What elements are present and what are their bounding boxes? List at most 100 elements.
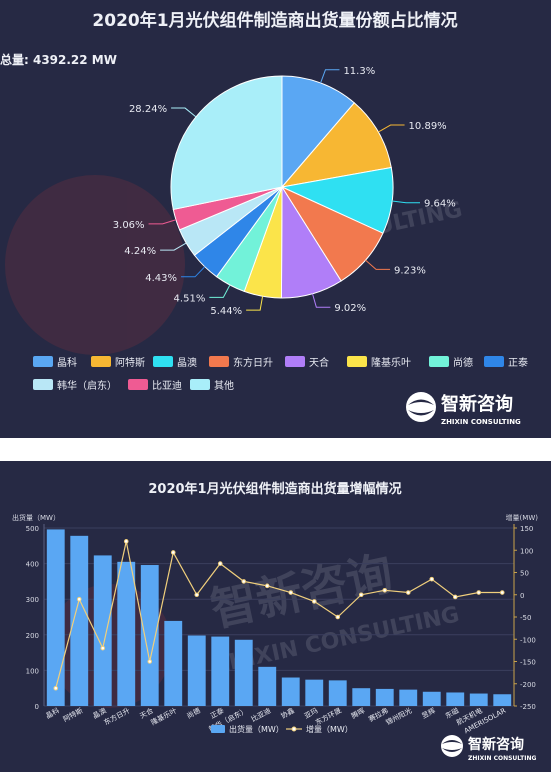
- legend-swatch: [285, 356, 305, 367]
- logo-bottom: 智新咨询 ZHIXIN CONSULTING: [441, 735, 536, 762]
- x-tick-label: 尚德: [185, 706, 202, 721]
- bar: [140, 565, 159, 706]
- pie-slice-label: 9.02%: [334, 303, 366, 314]
- legend-swatch: [190, 379, 210, 390]
- right-tick-label: -200: [520, 681, 536, 689]
- pie-leader-line: [171, 107, 197, 118]
- legend-swatch: [33, 379, 53, 390]
- bar: [493, 694, 512, 706]
- left-tick-label: 0: [35, 703, 39, 711]
- pie-slice-label: 4.51%: [174, 293, 206, 304]
- bar: [117, 561, 136, 706]
- increment-point: [429, 576, 435, 582]
- left-tick-label: 200: [26, 632, 39, 640]
- pie-slice-label: 11.3%: [343, 66, 375, 77]
- logo-sub: ZHIXIN CONSULTING: [441, 418, 521, 426]
- logo-sub-bottom: ZHIXIN CONSULTING: [468, 755, 536, 762]
- pie-leader-line: [312, 293, 331, 308]
- bar: [46, 529, 65, 706]
- pie-slice-label: 4.43%: [145, 273, 177, 284]
- x-tick-label: 昱辉: [421, 707, 437, 721]
- bar: [211, 636, 230, 706]
- legend-label: 阿特斯: [115, 356, 145, 369]
- legend-line-label: 增量（MW）: [306, 724, 353, 734]
- right-tick-label: -100: [520, 636, 536, 644]
- legend-swatch: [429, 356, 449, 367]
- bar-chart-svg: 智新咨询 ZHIXIN CONSULTING 2020年1月光伏组件制造商出货量…: [12, 481, 539, 762]
- bar: [93, 555, 112, 706]
- legend-swatch: [484, 356, 504, 367]
- increment-point: [452, 594, 458, 600]
- pie-leader-line: [209, 284, 231, 298]
- x-tick-label: 东方环晟: [314, 706, 343, 727]
- pie-title: 2020年1月光伏组件制造商出货量份额占比情况: [92, 10, 457, 31]
- right-tick-label: -150: [520, 659, 536, 667]
- bar-legend: 出货量（MW） 增量（MW）: [211, 724, 353, 734]
- right-tick-label: -250: [520, 703, 536, 711]
- pie-leader-line: [365, 259, 391, 270]
- bar: [375, 688, 394, 706]
- increment-point: [405, 590, 411, 595]
- left-axis-label: 出货量（MW）: [12, 513, 60, 522]
- increment-point: [382, 588, 388, 593]
- increment-point: [476, 590, 482, 595]
- pie-labels: 11.3% 10.89% 9.64% 9.23% 9.02% 5.44% 4.51% 4.43…: [113, 66, 456, 317]
- logo-brand: 智新咨询: [441, 393, 513, 415]
- x-tick-label: 晶科: [44, 706, 61, 721]
- pie-slices: [170, 75, 394, 299]
- legend-swatch: [209, 356, 229, 367]
- legend-label: 正泰: [508, 356, 528, 369]
- pie-slice-label: 28.24%: [129, 104, 167, 115]
- legend-bar-swatch: [211, 725, 225, 733]
- watermark-red-disc: [5, 175, 185, 355]
- logo: 智新咨询 ZHIXIN CONSULTING: [406, 392, 521, 426]
- legend-label: 晶科: [57, 356, 77, 369]
- logo-icon-bottom: [441, 735, 463, 757]
- x-tick-label: 锦州阳光: [384, 706, 413, 727]
- pie-leader-line: [181, 266, 206, 278]
- bar: [281, 677, 300, 706]
- right-tick-label: 50: [520, 570, 529, 578]
- increment-point: [123, 539, 129, 544]
- increment-point: [241, 579, 247, 584]
- pie-total-label: 总量: 4392.22 MW: [0, 52, 117, 67]
- left-tick-label: 300: [26, 596, 39, 604]
- legend-label: 东方日升: [233, 356, 273, 369]
- legend-label: 天合: [309, 356, 329, 369]
- increment-point: [147, 659, 153, 664]
- pie-slice-label: 3.06%: [113, 220, 145, 231]
- legend-label: 比亚迪: [152, 380, 182, 392]
- legend-bar-label: 出货量（MW）: [229, 724, 284, 734]
- bar: [422, 691, 441, 706]
- increment-point: [288, 590, 294, 595]
- bar: [70, 535, 89, 706]
- pie-slice: [170, 75, 283, 211]
- bar-title: 2020年1月光伏组件制造商出货量增幅情况: [148, 481, 401, 497]
- pie-slice-label: 9.23%: [394, 265, 426, 276]
- right-axis-label: 增量(MW): [506, 513, 539, 522]
- bar-chart-panel: 智新咨询 ZHIXIN CONSULTING 2020年1月光伏组件制造商出货量…: [0, 461, 551, 772]
- x-tick-label: 阿特斯: [61, 706, 84, 724]
- legend-swatch: [33, 356, 53, 367]
- bar: [305, 679, 324, 706]
- legend-label: 其他: [214, 379, 234, 392]
- pie-slice: [281, 75, 356, 189]
- x-tick-label: 比亚迪: [249, 706, 272, 724]
- pie-leaders: [148, 69, 421, 311]
- left-tick-label: 500: [26, 525, 39, 533]
- pie-leader-line: [148, 219, 177, 225]
- legend-label: 隆基乐叶: [371, 356, 411, 369]
- right-tick-label: 0: [520, 592, 524, 600]
- increment-point: [311, 599, 317, 604]
- logo-icon: [406, 392, 436, 422]
- increment-point: [499, 590, 505, 595]
- increment-point: [358, 592, 364, 598]
- legend-swatch: [153, 356, 173, 367]
- left-tick-label: 100: [26, 667, 39, 675]
- pie-slice-label: 5.44%: [210, 306, 242, 317]
- pie-slice: [280, 102, 392, 188]
- left-tick-labels: 0 100 200 300 400 500: [26, 525, 39, 711]
- bar: [258, 666, 277, 706]
- pie-slice-label: 9.64%: [424, 199, 456, 210]
